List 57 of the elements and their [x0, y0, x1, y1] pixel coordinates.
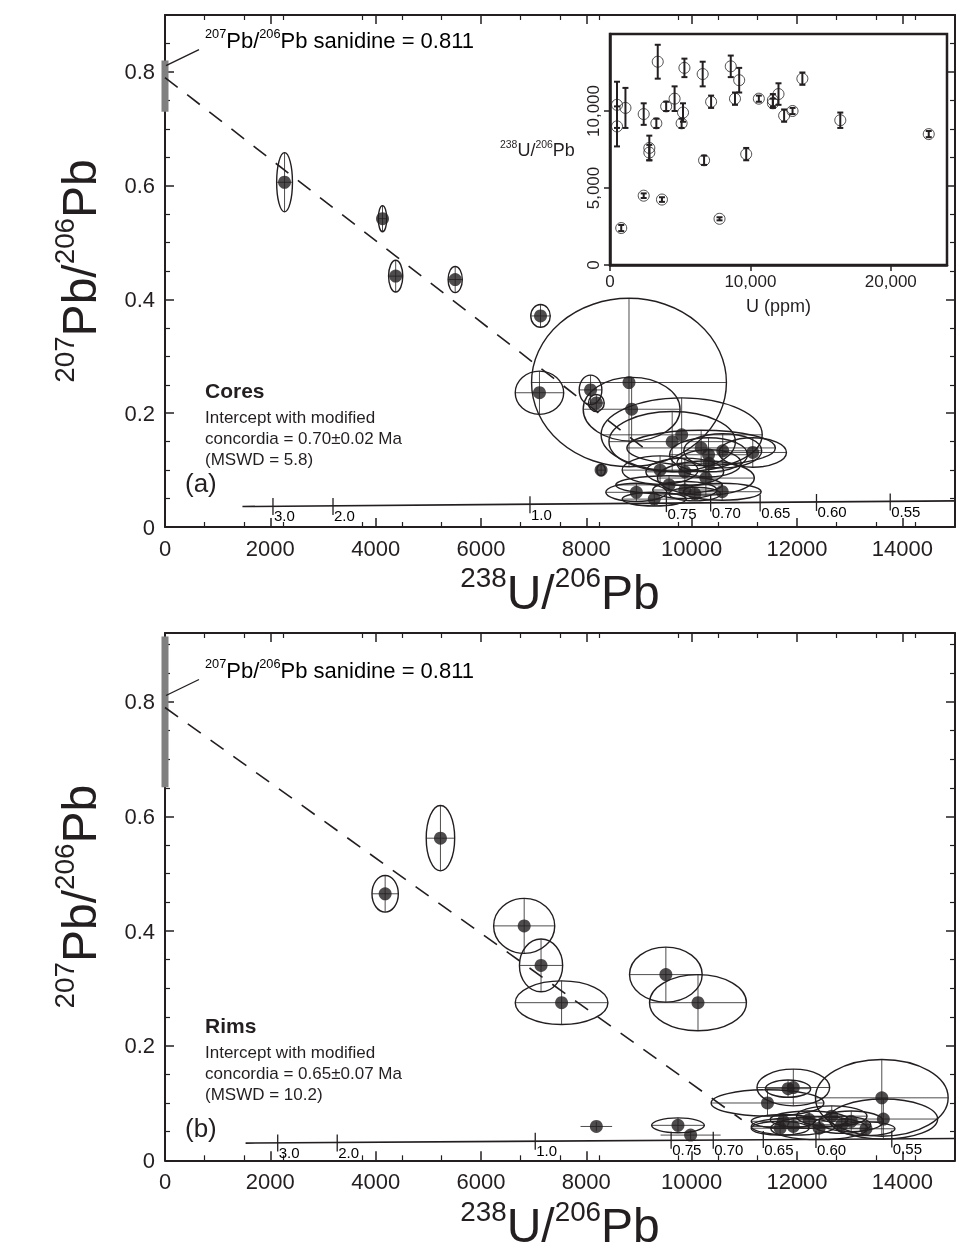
- annotation: (b): [185, 1113, 217, 1143]
- x-tick-label: 10000: [661, 535, 723, 561]
- y-tick-label: 0.2: [124, 1033, 155, 1059]
- y-axis-title: 207Pb/206Pb: [48, 159, 106, 383]
- annotation: 0.70: [714, 1141, 744, 1159]
- annotation: 0.55: [891, 502, 921, 520]
- annotation: 0.55: [892, 1140, 922, 1158]
- annotation: 0.65: [764, 1140, 794, 1158]
- y-tick-label: 0.8: [124, 59, 155, 85]
- x-tick-label: 0: [158, 535, 172, 561]
- y-tick-label: 0.6: [124, 803, 155, 829]
- y-axis-title: 207Pb/206Pb: [48, 784, 106, 1009]
- x-tick-label: 2000: [245, 535, 295, 561]
- x-tick-label: 6000: [456, 535, 506, 561]
- x-tick-label: 2000: [245, 1168, 295, 1194]
- x-tick-label: 6000: [456, 1168, 506, 1194]
- y-tick-label: 0: [142, 1147, 155, 1173]
- x-tick-label: 10000: [661, 1168, 723, 1194]
- x-tick-label: 20,000: [864, 272, 917, 291]
- annotation: (a): [185, 468, 217, 498]
- x-axis-title: U (ppm): [745, 295, 812, 316]
- text: Intercept with modified concordia = 0.70±0.02 Ma (MSWD = 5.8): [205, 408, 403, 469]
- x-tick-label: 0: [158, 1168, 172, 1194]
- x-tick-label: 8000: [561, 535, 611, 561]
- y-tick-label: 5,000: [584, 166, 603, 210]
- annotation: 2.0: [338, 1144, 360, 1162]
- text: Intercept with modified concordia = 0.65±0.07 Ma (MSWD = 10.2): [205, 1043, 403, 1104]
- annotation: 0.75: [672, 1141, 702, 1159]
- annotation: 3.0: [278, 1144, 300, 1162]
- annotation: 0.65: [761, 504, 791, 522]
- y-tick-label: 0: [142, 514, 155, 540]
- annotation: 3.0: [273, 507, 295, 525]
- annotation: 0.60: [817, 503, 847, 521]
- y-tick-label: 0.4: [124, 286, 155, 312]
- annotation: 1.0: [530, 505, 552, 523]
- x-tick-label: 12000: [766, 1168, 828, 1194]
- annotation: 2.0: [334, 507, 355, 525]
- x-tick-label: 10,000: [724, 272, 777, 291]
- annotation: 0.70: [711, 504, 741, 522]
- y-tick-label: 0.4: [124, 918, 155, 944]
- y-tick-label: 0: [584, 260, 603, 270]
- x-tick-label: 4000: [351, 1168, 401, 1194]
- x-tick-label: 14000: [871, 1168, 933, 1194]
- annotation: 1.0: [536, 1142, 558, 1160]
- x-tick-label: 14000: [871, 535, 933, 561]
- x-tick-label: 4000: [351, 535, 401, 561]
- x-tick-label: 12000: [766, 535, 828, 561]
- y-tick-label: 0.8: [124, 689, 155, 715]
- y-tick-label: 0.2: [124, 400, 155, 426]
- y-tick-label: 0.6: [124, 173, 155, 199]
- text: Rims: [205, 1014, 257, 1037]
- y-tick-label: 10,000: [584, 85, 603, 137]
- x-tick-label: 8000: [561, 1168, 611, 1194]
- annotation: 0.60: [816, 1140, 847, 1158]
- annotation: 0.75: [667, 504, 697, 522]
- text: Cores: [205, 379, 265, 402]
- x-tick-label: 0: [605, 272, 615, 291]
